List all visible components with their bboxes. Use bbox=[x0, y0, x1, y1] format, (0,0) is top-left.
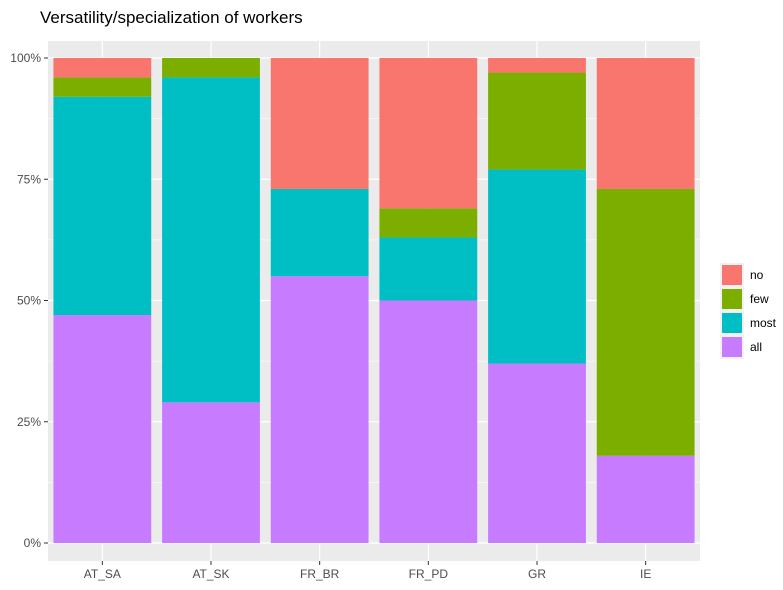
legend-key-few bbox=[722, 289, 742, 309]
bar-segment-no-FR_PD bbox=[379, 58, 478, 209]
y-axis: 0% 25% 50% 75% 100% bbox=[10, 51, 48, 550]
legend-label-no: no bbox=[750, 268, 764, 282]
x-tick-label: FR_BR bbox=[300, 567, 340, 581]
bar-segment-most-AT_SA bbox=[53, 96, 152, 316]
y-tick-label: 0% bbox=[24, 536, 42, 550]
x-tick-label: GR bbox=[528, 567, 546, 581]
legend-label-most: most bbox=[750, 316, 777, 330]
legend: no few most all bbox=[720, 263, 777, 359]
bar-segment-no-IE bbox=[596, 58, 695, 189]
bar-segment-all-AT_SA bbox=[53, 315, 152, 543]
bar-segment-all-GR bbox=[488, 363, 586, 543]
bars bbox=[53, 58, 695, 543]
legend-label-all: all bbox=[750, 340, 762, 354]
y-tick-label: 25% bbox=[17, 415, 41, 429]
x-tick-label: AT_SA bbox=[84, 567, 121, 581]
x-tick-label: AT_SK bbox=[192, 567, 229, 581]
y-tick-label: 50% bbox=[17, 294, 41, 308]
bar-segment-most-FR_BR bbox=[270, 188, 369, 277]
bar-segment-most-FR_PD bbox=[379, 237, 478, 301]
bar-segment-few-IE bbox=[596, 188, 695, 456]
bar-segment-no-FR_BR bbox=[270, 58, 369, 189]
y-tick-label: 100% bbox=[10, 51, 41, 65]
bar-segment-no-AT_SA bbox=[53, 58, 152, 78]
bar-segment-all-IE bbox=[596, 455, 695, 543]
bar-segment-few-GR bbox=[488, 72, 586, 170]
legend-key-all bbox=[722, 337, 742, 357]
legend-key-no bbox=[722, 265, 742, 285]
chart-title: Versatility/specialization of workers bbox=[40, 8, 303, 27]
bar-segment-all-FR_BR bbox=[270, 276, 369, 543]
y-tick-label: 75% bbox=[17, 172, 41, 186]
x-axis: AT_SA AT_SK FR_BR FR_PD GR IE bbox=[84, 561, 651, 581]
bar-segment-few-AT_SK bbox=[162, 58, 260, 78]
bar-segment-most-AT_SK bbox=[162, 77, 260, 403]
bar-segment-no-GR bbox=[488, 58, 586, 73]
legend-label-few: few bbox=[750, 292, 769, 306]
bar-segment-all-AT_SK bbox=[162, 402, 260, 543]
bar-segment-all-FR_PD bbox=[379, 300, 478, 543]
legend-key-most bbox=[722, 313, 742, 333]
x-tick-label: FR_PD bbox=[409, 567, 449, 581]
x-tick-label: IE bbox=[640, 567, 651, 581]
bar-segment-few-FR_PD bbox=[379, 208, 478, 238]
bar-segment-most-GR bbox=[488, 169, 586, 364]
bar-segment-few-AT_SA bbox=[53, 77, 152, 97]
